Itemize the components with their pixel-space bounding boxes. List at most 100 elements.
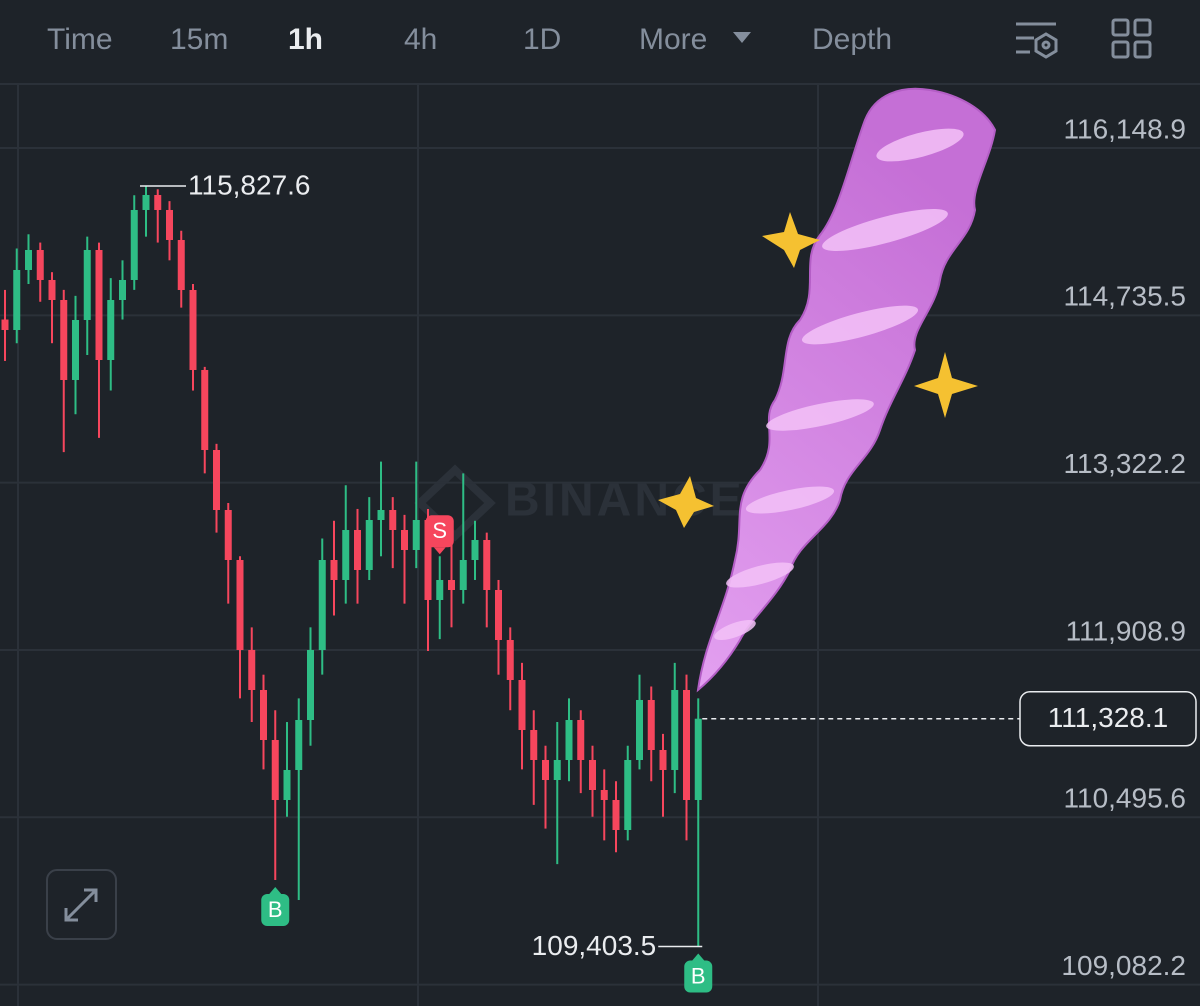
candle-body bbox=[483, 539, 491, 591]
candle-body bbox=[401, 530, 408, 550]
candle-body bbox=[154, 194, 162, 210]
candle-body bbox=[248, 649, 256, 691]
marker-pointer bbox=[269, 886, 282, 894]
toolbar-tab[interactable]: 1D bbox=[523, 23, 561, 56]
candle-body bbox=[295, 720, 303, 770]
candle-body bbox=[436, 579, 444, 600]
horn-decoration bbox=[696, 87, 997, 693]
candle-body bbox=[260, 690, 267, 740]
candle-body bbox=[647, 699, 655, 751]
candle-body bbox=[459, 560, 467, 591]
y-tick-label: 113,322.2 bbox=[1064, 448, 1187, 479]
y-tick-label: 111,908.9 bbox=[1066, 615, 1186, 646]
candle-body bbox=[119, 279, 126, 301]
candle-body bbox=[189, 289, 197, 370]
candle-body bbox=[694, 718, 702, 800]
candle-body bbox=[412, 519, 420, 550]
candle-body bbox=[659, 750, 667, 770]
candle-body bbox=[636, 699, 643, 761]
marker-badge bbox=[425, 515, 454, 548]
candle-body bbox=[107, 300, 115, 361]
marker-badge bbox=[684, 960, 713, 993]
trade-marker: B bbox=[261, 886, 290, 926]
last-price-label: 111,328.1 bbox=[1048, 702, 1168, 733]
candle-body bbox=[565, 720, 573, 761]
candle-body bbox=[377, 509, 385, 520]
marker-label: S bbox=[432, 518, 447, 543]
candle-body bbox=[1, 319, 9, 331]
candle-body bbox=[671, 690, 679, 770]
toolbar-tab[interactable]: Depth bbox=[812, 23, 892, 56]
candle-body bbox=[542, 760, 549, 781]
candle-body bbox=[448, 579, 455, 591]
candle-body bbox=[471, 539, 479, 561]
candle-body bbox=[166, 209, 173, 240]
candle-body bbox=[577, 720, 585, 761]
watermark-logo bbox=[414, 464, 496, 542]
high-label: 115,827.6 bbox=[188, 169, 311, 200]
candle-body bbox=[624, 760, 632, 831]
layout-icon[interactable] bbox=[1111, 18, 1152, 59]
candle-body bbox=[530, 730, 538, 761]
toolbar-tab[interactable]: Time bbox=[47, 23, 113, 56]
last-price-box bbox=[1019, 690, 1197, 747]
dropdown-arrow bbox=[733, 32, 751, 43]
candle-body bbox=[553, 760, 561, 781]
candle-body bbox=[236, 560, 244, 650]
candle-body bbox=[683, 690, 690, 800]
trade-marker: B bbox=[684, 953, 713, 993]
candle-body bbox=[60, 300, 68, 380]
candle-body bbox=[72, 319, 79, 380]
low-label: 109,403.5 bbox=[532, 930, 657, 961]
candle-body bbox=[424, 519, 432, 600]
settings-icon[interactable] bbox=[1016, 22, 1058, 59]
toolbar-icons bbox=[1016, 18, 1152, 59]
toolbar: Time 15m 1h 4h 1D More Depth bbox=[47, 23, 892, 56]
stars bbox=[658, 212, 978, 528]
candle-body bbox=[95, 249, 103, 361]
candle-body bbox=[318, 560, 326, 650]
marker-label: B bbox=[268, 897, 283, 922]
candle-body bbox=[389, 509, 397, 531]
toolbar-tab[interactable]: More bbox=[639, 23, 707, 56]
toolbar-tab[interactable]: 1h bbox=[288, 23, 323, 56]
marker-pointer bbox=[692, 953, 705, 961]
candle-body bbox=[330, 560, 338, 580]
marker-label: B bbox=[691, 963, 706, 988]
candle-body bbox=[201, 369, 209, 450]
overlay: 116,148.9 114,735.5 113,322.2 111,908.9 110,… bbox=[140, 113, 1197, 993]
candle-body bbox=[177, 239, 185, 290]
candle-body bbox=[307, 649, 314, 721]
candle-body bbox=[600, 790, 608, 800]
candle-body bbox=[271, 739, 279, 800]
candle-body bbox=[518, 679, 526, 731]
candle-body bbox=[13, 269, 21, 331]
candles bbox=[1, 186, 702, 947]
y-tick-label: 110,495.6 bbox=[1064, 783, 1187, 814]
y-tick-label: 114,735.5 bbox=[1064, 281, 1187, 312]
expand-button[interactable] bbox=[46, 869, 117, 940]
candle-body bbox=[83, 249, 91, 320]
marker-pointer bbox=[433, 547, 446, 555]
toolbar-tab[interactable]: 4h bbox=[404, 23, 437, 56]
toolbar-tab[interactable]: 15m bbox=[170, 23, 228, 56]
candle-body bbox=[365, 519, 373, 570]
candle-body bbox=[283, 769, 291, 800]
candle-body bbox=[612, 799, 620, 831]
marker-badge bbox=[261, 893, 290, 926]
y-tick-label: 109,082.2 bbox=[1061, 950, 1186, 981]
candle-body bbox=[142, 194, 150, 210]
candle-body bbox=[25, 249, 32, 270]
candle-body bbox=[354, 530, 361, 570]
trade-marker: S bbox=[425, 515, 454, 555]
candle-body bbox=[224, 509, 232, 561]
candle-body bbox=[36, 249, 44, 280]
candle-body bbox=[589, 760, 596, 791]
candle-body bbox=[342, 530, 350, 580]
y-tick-label: 116,148.9 bbox=[1064, 113, 1187, 144]
candle-body bbox=[48, 279, 56, 301]
watermark: BINANCE bbox=[505, 474, 745, 527]
